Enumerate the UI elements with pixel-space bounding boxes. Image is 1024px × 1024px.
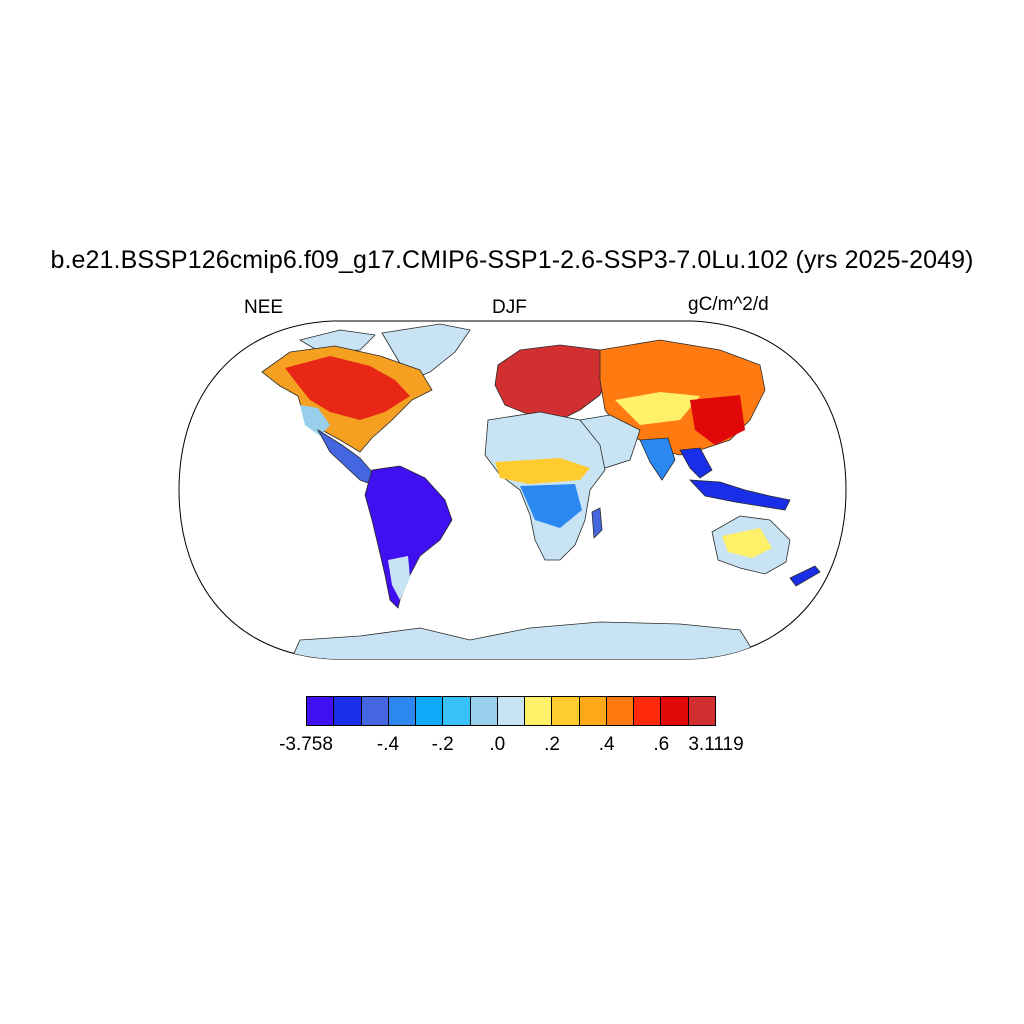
colorbar-box xyxy=(660,696,689,726)
region-madagascar xyxy=(591,507,603,539)
colorbar-tick-label: 3.1119 xyxy=(688,734,744,755)
colorbar-box xyxy=(442,696,471,726)
colorbar-tick-label: .0 xyxy=(489,734,506,755)
region-indonesia xyxy=(689,479,791,511)
colorbar-box xyxy=(551,696,580,726)
variable-label: NEE xyxy=(244,297,284,318)
colorbar-tick-label: .2 xyxy=(544,734,560,755)
colorbar-box xyxy=(524,696,553,726)
region-europe xyxy=(494,344,611,421)
colorbar-box xyxy=(605,696,635,726)
colorbar-box xyxy=(633,696,662,726)
colorbar-box xyxy=(387,696,417,726)
plot-title: b.e21.BSSP126cmip6.f09_g17.CMIP6-SSP1-2.… xyxy=(50,246,974,274)
colorbar-box xyxy=(333,696,362,726)
region-asia-central xyxy=(615,392,700,425)
colorbar-box xyxy=(496,696,526,726)
colorbar-tick-label: .6 xyxy=(653,734,670,755)
colorbar-tick-label: -.4 xyxy=(376,734,400,755)
season-label: DJF xyxy=(492,297,527,318)
region-africa-sahel xyxy=(495,458,590,484)
colorbar-box xyxy=(360,696,389,726)
region-north-america-red xyxy=(285,356,410,420)
region-antarctica xyxy=(289,621,761,659)
colorbar-box xyxy=(306,696,335,726)
region-india xyxy=(639,437,676,481)
region-new-zealand xyxy=(789,565,821,587)
colorbar-tick-label: -.2 xyxy=(431,734,454,755)
region-africa-central xyxy=(520,484,582,528)
colorbar-box xyxy=(578,696,607,726)
region-southeast-asia xyxy=(679,447,713,479)
region-east-asia xyxy=(690,395,745,445)
colorbar-box xyxy=(415,696,444,726)
colorbar-tick-label: -3.758 xyxy=(279,734,333,755)
colorbar-box xyxy=(469,696,498,726)
colorbar-tick-label: .4 xyxy=(598,734,615,755)
region-north-america-west xyxy=(300,405,330,436)
units-label: gC/m^2/d xyxy=(688,294,769,315)
region-south-america-south xyxy=(388,556,410,600)
colorbar-box xyxy=(687,696,716,726)
colorbar xyxy=(306,696,716,726)
region-australia-interior xyxy=(722,528,772,558)
